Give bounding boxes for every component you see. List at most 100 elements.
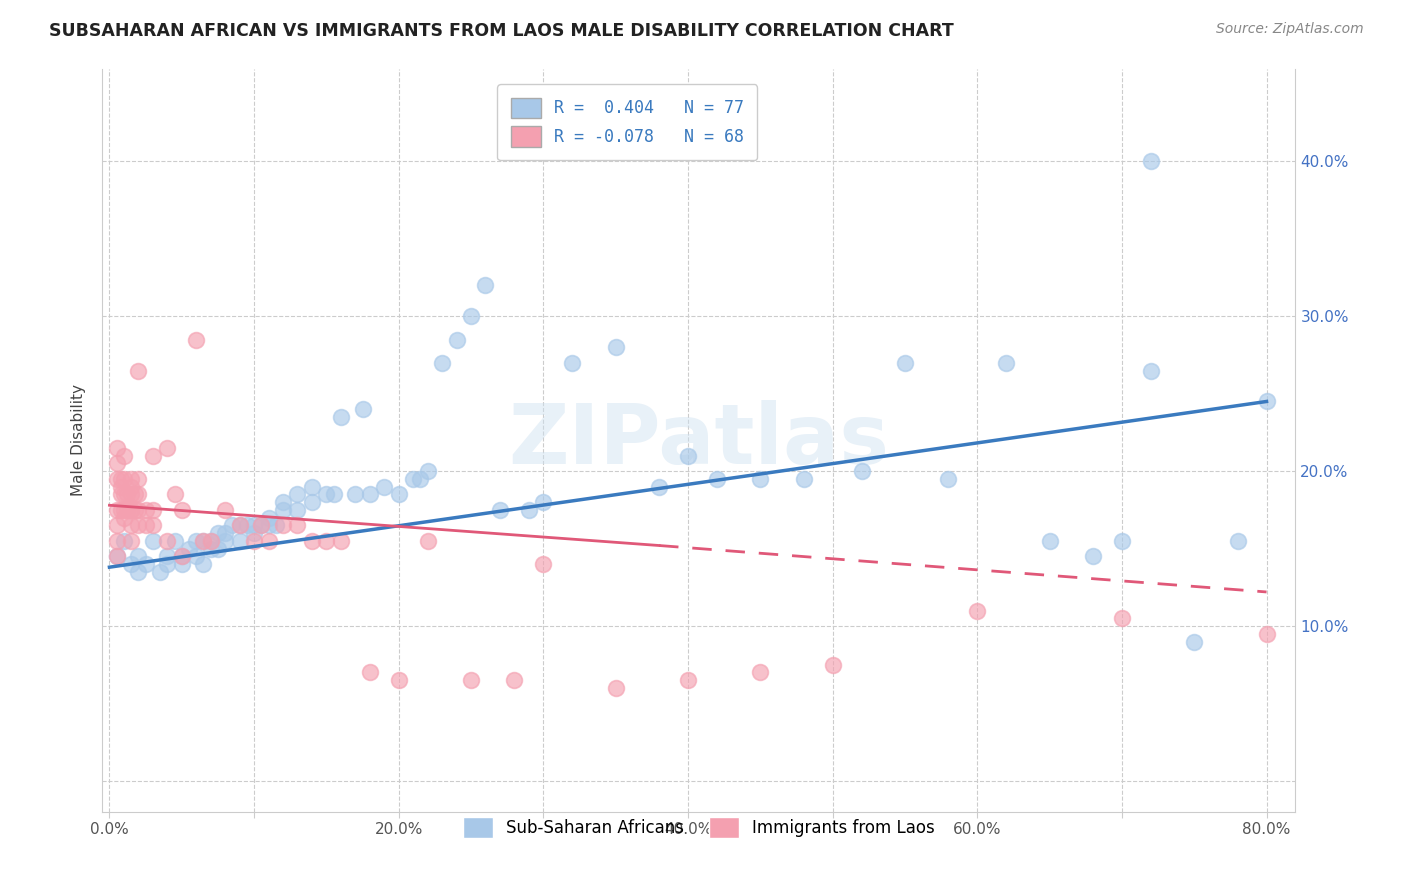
Point [124, 503, 146, 517]
Point [112, 472, 135, 486]
Point [214, 533, 236, 548]
Point [264, 518, 287, 533]
Point [156, 533, 179, 548]
Point [112, 449, 135, 463]
Point [170, 557, 193, 571]
Point [416, 464, 439, 478]
Point [127, 472, 149, 486]
Point [207, 541, 229, 556]
Point [170, 503, 193, 517]
Point [460, 310, 482, 324]
Point [127, 518, 149, 533]
Point [127, 363, 149, 377]
Point [135, 503, 157, 517]
Point [271, 518, 294, 533]
Point [120, 503, 142, 517]
Point [1140, 154, 1163, 169]
Point [110, 503, 132, 517]
Point [749, 665, 772, 680]
Point [271, 495, 294, 509]
Point [250, 518, 273, 533]
Point [112, 510, 135, 524]
Point [359, 665, 381, 680]
Point [142, 518, 165, 533]
Point [105, 549, 128, 564]
Point [676, 673, 699, 688]
Point [228, 533, 250, 548]
Point [120, 533, 142, 548]
Point [142, 503, 165, 517]
Point [120, 503, 142, 517]
Point [186, 533, 208, 548]
Point [228, 518, 250, 533]
Point [156, 549, 179, 564]
Point [120, 472, 142, 486]
Point [851, 464, 873, 478]
Point [359, 487, 381, 501]
Point [329, 409, 352, 424]
Point [1226, 533, 1249, 548]
Point [200, 533, 222, 548]
Point [1140, 363, 1163, 377]
Point [706, 472, 728, 486]
Point [200, 541, 222, 556]
Point [749, 472, 772, 486]
Point [110, 472, 132, 486]
Point [110, 487, 132, 501]
Point [214, 526, 236, 541]
Point [605, 681, 627, 695]
Point [127, 549, 149, 564]
Point [127, 487, 149, 501]
Point [193, 533, 215, 548]
Point [821, 657, 844, 672]
Point [170, 549, 193, 564]
Point [257, 510, 280, 524]
Point [105, 472, 128, 486]
Point [124, 487, 146, 501]
Point [489, 503, 512, 517]
Point [193, 557, 215, 571]
Point [115, 487, 138, 501]
Point [186, 549, 208, 564]
Point [127, 565, 149, 579]
Point [1111, 611, 1133, 625]
Point [186, 333, 208, 347]
Point [301, 533, 323, 548]
Point [236, 518, 259, 533]
Point [177, 541, 200, 556]
Point [142, 449, 165, 463]
Point [995, 356, 1018, 370]
Point [112, 487, 135, 501]
Point [315, 533, 337, 548]
Point [966, 603, 988, 617]
Point [105, 457, 128, 471]
Point [287, 487, 309, 501]
Point [409, 472, 432, 486]
Point [388, 487, 411, 501]
Point [503, 673, 526, 688]
Point [648, 480, 671, 494]
Point [257, 518, 280, 533]
Point [271, 503, 294, 517]
Point [105, 441, 128, 455]
Point [112, 503, 135, 517]
Point [115, 503, 138, 517]
Point [1256, 627, 1278, 641]
Point [105, 518, 128, 533]
Point [793, 472, 815, 486]
Y-axis label: Male Disability: Male Disability [72, 384, 86, 496]
Point [402, 472, 425, 486]
Point [105, 549, 128, 564]
Point [127, 503, 149, 517]
Point [1111, 533, 1133, 548]
Point [315, 487, 337, 501]
Point [1081, 549, 1104, 564]
Point [105, 533, 128, 548]
Point [1182, 634, 1205, 648]
Point [344, 487, 367, 501]
Point [257, 533, 280, 548]
Point [156, 441, 179, 455]
Text: ZIPatlas: ZIPatlas [509, 400, 890, 481]
Point [156, 557, 179, 571]
Point [460, 673, 482, 688]
